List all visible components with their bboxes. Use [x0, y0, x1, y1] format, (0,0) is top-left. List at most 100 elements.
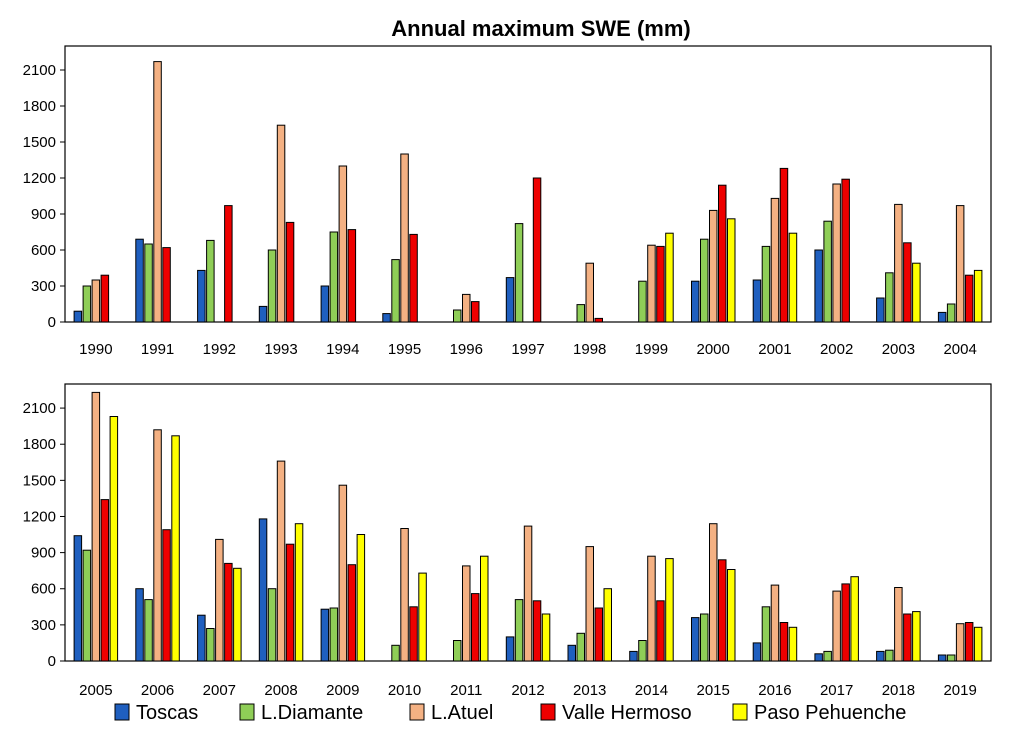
bar-toscas-2000 [691, 280, 700, 323]
x-tick-label: 2001 [758, 341, 791, 358]
x-tick-label: 1992 [203, 341, 236, 358]
bar-l-atuel-1991 [153, 61, 162, 323]
x-tick-label: 2003 [882, 341, 915, 358]
x-tick-label: 2004 [943, 341, 976, 358]
bar-valle-hermoso-2000 [718, 184, 727, 323]
bar-valle-hermoso-2002 [841, 178, 850, 323]
y-tick-label: 2100 [23, 62, 56, 79]
bar-l-atuel-1998 [585, 262, 594, 323]
bar-l-diamante-2000 [700, 238, 709, 323]
legend-swatch [409, 703, 425, 721]
y-tick-label: 600 [31, 581, 56, 598]
bar-l-diamante-2007 [206, 628, 215, 662]
bar-toscas-2004 [937, 311, 947, 323]
bar-valle-hermoso-1993 [285, 221, 295, 323]
x-tick-label: 2007 [203, 682, 236, 699]
bar-l-diamante-1998 [576, 304, 585, 323]
bar-l-atuel-2019 [955, 623, 965, 662]
bar-l-diamante-2006 [144, 599, 153, 662]
bar-valle-hermoso-2004 [964, 274, 974, 323]
panel-1: 0 300 600 900 1200 1500 1800 2100 1990 1991 1992 19… [23, 45, 992, 358]
x-tick-label: 2019 [943, 682, 976, 699]
x-tick-label: 1998 [573, 341, 606, 358]
x-tick-label: 1991 [141, 341, 174, 358]
x-tick-label: 2016 [758, 682, 791, 699]
x-tick-label: 2011 [450, 682, 482, 699]
bar-toscas-2014 [629, 650, 638, 662]
bar-valle-hermoso-1998 [594, 317, 603, 323]
bar-valle-hermoso-2007 [224, 562, 233, 662]
bar-paso-pehuenche-2001 [788, 232, 798, 323]
bar-valle-hermoso-2015 [718, 559, 727, 662]
bar-valle-hermoso-2012 [532, 600, 542, 662]
legend-label: Valle Hermoso [562, 702, 692, 724]
bar-valle-hermoso-1999 [656, 245, 665, 323]
bar-paso-pehuenche-2009 [356, 534, 366, 662]
bar-toscas-2005 [73, 535, 83, 662]
y-tick-label: 900 [31, 545, 56, 562]
bar-toscas-2018 [876, 650, 885, 662]
bar-l-atuel-2001 [770, 197, 780, 323]
bar-l-diamante-2008 [267, 588, 277, 662]
x-tick-label: 2012 [511, 682, 544, 699]
x-tick-label: 1990 [79, 341, 112, 358]
bar-l-diamante-2009 [329, 607, 339, 662]
bar-l-atuel-2018 [894, 587, 903, 662]
bar-l-atuel-2012 [523, 525, 533, 662]
bar-l-atuel-2006 [153, 429, 162, 662]
x-tick-label: 2014 [635, 682, 668, 699]
bar-l-atuel-2009 [338, 484, 348, 662]
legend-label: Paso Pehuenche [754, 702, 906, 724]
bar-toscas-2015 [691, 617, 700, 662]
bar-l-diamante-2018 [885, 649, 894, 662]
y-tick-label: 2100 [23, 400, 56, 417]
bar-valle-hermoso-2019 [964, 622, 974, 662]
bar-l-diamante-1992 [206, 239, 215, 323]
bar-valle-hermoso-2011 [471, 593, 480, 662]
y-tick-label: 1800 [23, 98, 56, 115]
bar-l-diamante-2017 [823, 650, 832, 662]
bar-valle-hermoso-1997 [532, 177, 542, 323]
x-tick-label: 2015 [697, 682, 730, 699]
x-tick-label: 1999 [635, 341, 668, 358]
y-tick-label: 300 [31, 617, 56, 634]
bar-l-atuel-2002 [832, 183, 841, 323]
bar-valle-hermoso-2006 [162, 529, 171, 662]
bar-toscas-2002 [814, 249, 823, 323]
y-tick-label: 0 [48, 653, 56, 670]
bar-toscas-2006 [135, 588, 144, 662]
bar-l-diamante-2015 [700, 613, 709, 662]
bar-valle-hermoso-2014 [656, 600, 665, 662]
bar-l-diamante-2002 [823, 220, 832, 323]
bar-valle-hermoso-1992 [224, 205, 233, 323]
bar-toscas-1993 [258, 305, 268, 323]
y-tick-label: 0 [48, 314, 56, 331]
bar-valle-hermoso-2018 [903, 613, 912, 662]
bar-valle-hermoso-1990 [100, 274, 110, 323]
x-tick-label: 1993 [264, 341, 297, 358]
bar-paso-pehuenche-2013 [603, 588, 612, 662]
bar-toscas-1995 [382, 313, 391, 323]
bar-toscas-2007 [197, 614, 206, 662]
bar-l-atuel-2014 [647, 555, 656, 662]
plot-frame [64, 45, 992, 323]
bar-l-atuel-1990 [91, 279, 101, 323]
x-tick-label: 2000 [697, 341, 730, 358]
bar-l-diamante-2011 [453, 640, 462, 662]
bar-valle-hermoso-2013 [594, 607, 603, 662]
bar-l-diamante-1995 [391, 259, 400, 323]
bar-paso-pehuenche-2006 [171, 435, 180, 662]
legend-label: L.Diamante [261, 702, 363, 724]
x-tick-label: 2018 [882, 682, 915, 699]
bar-l-diamante-2003 [885, 272, 894, 323]
bar-l-atuel-1995 [400, 153, 409, 323]
bar-l-diamante-2001 [761, 245, 771, 323]
legend-entry-l-atuel: L.Atuel [409, 702, 493, 724]
bar-l-diamante-1994 [329, 231, 339, 323]
x-tick-label: 1995 [388, 341, 421, 358]
y-tick-label: 1500 [23, 134, 56, 151]
bar-l-diamante-1990 [82, 285, 92, 323]
legend-swatch [732, 703, 748, 721]
legend-entry-l-diamante: L.Diamante [239, 702, 363, 724]
